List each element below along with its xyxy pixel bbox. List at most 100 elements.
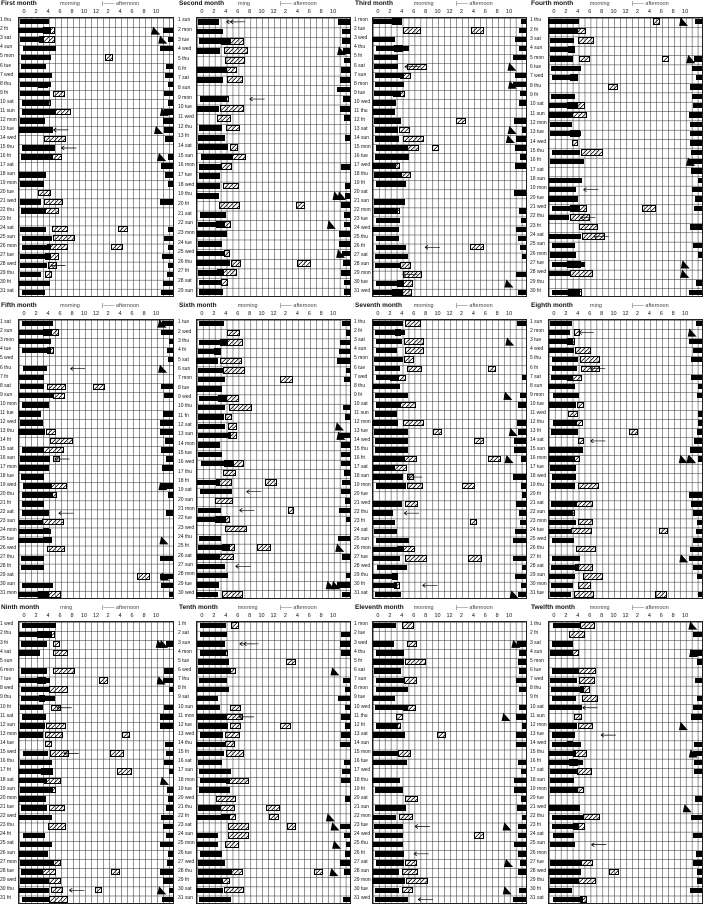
hatched-block [578,582,591,589]
sleep-bar [549,519,576,525]
night-bar [689,112,702,118]
day-label: 28 sun [354,261,370,268]
sleep-bar [199,212,227,218]
sleep-bar [198,544,230,551]
month-panel: Tenth month morning |—— afternoon 0 2 4 6 8 10 12… [178,604,353,907]
night-bar [697,573,702,580]
hatched-block [396,144,419,152]
sleep-bar [197,659,230,665]
day-label: 28 sat [530,563,544,570]
hatched-block [37,786,57,794]
hatched-block [405,859,417,867]
sleep-bar [20,723,46,729]
night-bar [512,896,526,903]
hatched-block [433,428,442,436]
sleep-bar [19,118,46,124]
hatched-block [53,235,76,242]
hatched-block [223,469,236,477]
sleep-bar [550,860,582,866]
night-bar [343,289,350,296]
month-title: Ninth month [1,604,40,611]
night-bar [337,358,350,364]
night-bar [162,823,173,830]
day-label: 23 fri [354,518,366,525]
day-label: 17 sat [0,161,14,168]
night-bar [693,56,702,62]
day-label: 15 sat [0,445,14,452]
hatched-block [577,37,594,44]
hatched-block [53,640,61,647]
day-label: 14 wed [530,138,547,145]
night-bar [338,535,350,542]
day-label: 27 tue [354,554,368,561]
day-label: 29 thu [354,572,368,579]
sleep-bar [197,348,221,355]
night-bar [518,100,526,106]
sleep-bar [551,501,577,507]
hatched-block [111,244,124,251]
night-bar [512,82,526,88]
day-label: 22 mon [354,207,371,214]
day-label: 5 wed [0,355,14,362]
hatched-block [487,365,496,372]
sleep-bar [549,778,575,784]
hatched-block [572,501,593,508]
day-label: 17 sat [530,166,544,173]
hour-tick-label: 8 [671,311,675,317]
night-bar [341,488,350,495]
hatched-block [214,348,221,355]
day-label: 31 sat [0,288,14,295]
day-label: 8 mon [354,685,368,692]
night-bar [693,768,702,775]
sleep-bar [549,233,581,240]
day-label: 15 sun [530,445,546,452]
hatched-block [569,868,578,876]
month-title: First month [1,0,37,7]
day-label: 28 wed [530,867,547,874]
sleep-bar [22,750,49,757]
hatched-block [577,401,584,408]
day-label: 3 fri [0,639,9,646]
night-bar [164,136,173,142]
sleep-bar [20,54,51,61]
night-bar [515,573,526,580]
day-label: 7 wed [530,73,544,80]
sleep-bar [22,510,49,516]
day-label: 7 wed [0,71,14,78]
sleep-bar [197,241,223,247]
morning-label: morning [237,303,258,309]
hour-tick-label: 10 [682,613,689,619]
night-bar [343,279,350,286]
night-bar [338,18,350,25]
night-bar [514,528,526,534]
sleep-bar [375,860,404,866]
night-bar [690,447,702,453]
hatched-block [393,45,404,52]
sleep-bar [197,878,223,884]
day-label: 31 mon [0,590,17,597]
night-bar [519,91,526,97]
sleep-bar [197,860,225,866]
day-label: 19 fri [354,785,366,792]
sleep-bar [196,841,218,848]
day-label: 9 sun [0,391,13,398]
sleep-bar [21,320,53,327]
night-bar [161,582,173,589]
sleep-bar [372,163,397,169]
hour-tick-label: 0 [376,9,380,15]
night-bar [698,456,702,462]
sleep-bar [198,723,228,729]
day-label: 5 mon [530,657,544,664]
day-label: 19 mon [0,179,17,186]
night-bar [340,442,350,448]
hatched-block [580,365,601,372]
sleep-bar [18,429,46,435]
day-label: 24 tue [530,527,544,534]
day-label: 13 thu [0,427,14,434]
hatched-block [39,491,58,499]
hatched-block [474,437,485,445]
sleep-bar [373,208,399,214]
month-panel: Seventh month morning |—— afternoon 0 2 4 6 8 10… [354,302,529,602]
night-bar [345,367,350,374]
night-bar [518,208,526,214]
